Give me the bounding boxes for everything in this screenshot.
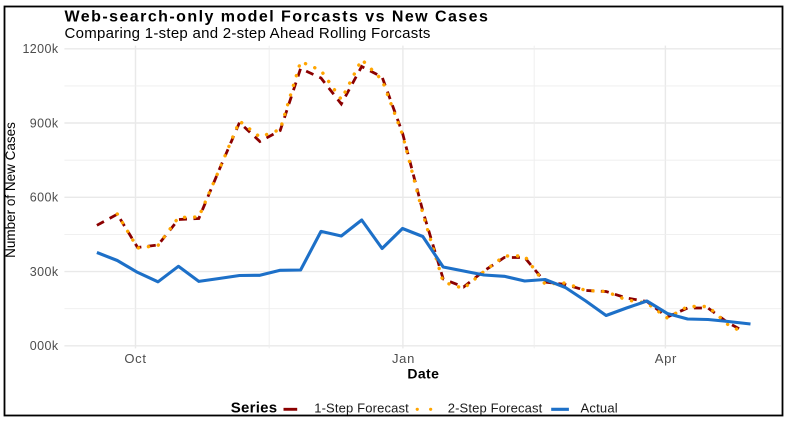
svg-text:300k: 300k — [30, 265, 59, 279]
svg-text:600k: 600k — [30, 191, 59, 205]
svg-text:Apr: Apr — [655, 351, 677, 366]
svg-text:Number of New Cases: Number of New Cases — [3, 122, 18, 258]
svg-text:Comparing 1-step and 2-step Ah: Comparing 1-step and 2-step Ahead Rollin… — [65, 25, 431, 42]
svg-text:Date: Date — [407, 365, 439, 381]
svg-text:Actual: Actual — [581, 401, 618, 416]
svg-text:1200k: 1200k — [22, 42, 58, 56]
svg-text:000k: 000k — [30, 339, 59, 353]
svg-text:Oct: Oct — [124, 351, 146, 366]
svg-text:1-Step Forecast: 1-Step Forecast — [314, 401, 409, 416]
svg-text:Web-search-only model Forcasts: Web-search-only model Forcasts vs New Ca… — [65, 8, 490, 25]
svg-text:2-Step Forecast: 2-Step Forecast — [448, 401, 543, 416]
svg-text:900k: 900k — [30, 116, 59, 130]
svg-text:Series: Series — [231, 400, 278, 417]
svg-text:Jan: Jan — [392, 351, 415, 366]
